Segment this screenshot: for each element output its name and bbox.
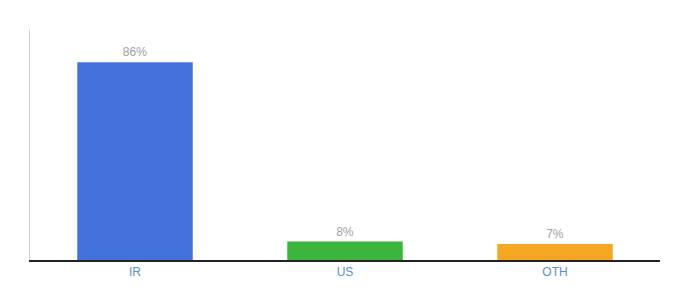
svg-text:US: US (337, 265, 354, 279)
svg-text:7%: 7% (546, 227, 564, 241)
svg-text:IR: IR (129, 265, 141, 279)
svg-text:86%: 86% (123, 45, 147, 59)
svg-text:OTH: OTH (542, 265, 567, 279)
svg-text:8%: 8% (336, 225, 354, 239)
